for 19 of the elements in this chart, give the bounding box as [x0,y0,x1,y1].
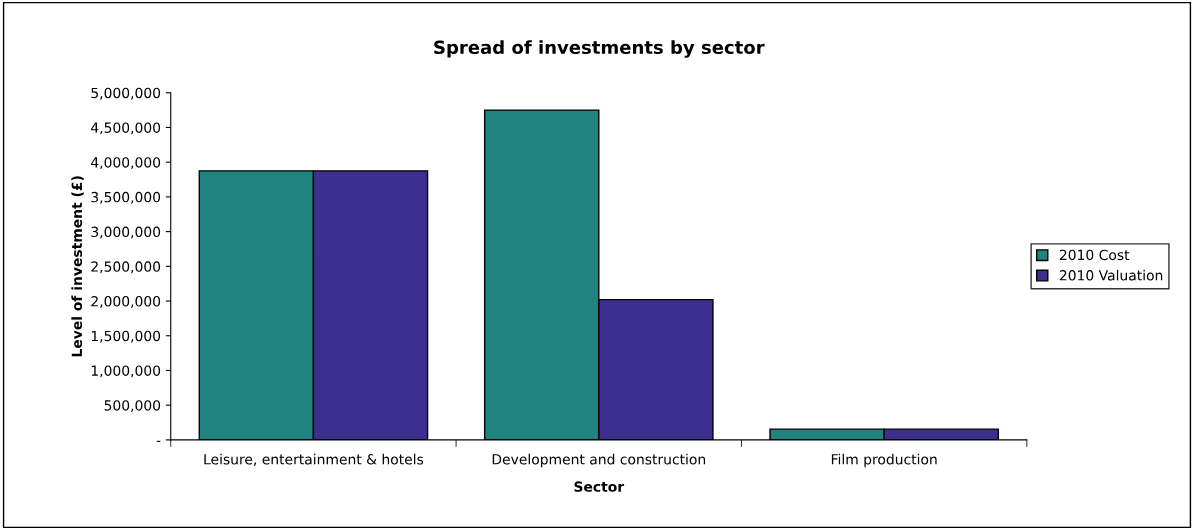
x-tick-label: Film production [831,453,937,468]
chart-title: Spread of investments by sector [434,40,765,58]
y-tick-label: 1,000,000 [91,365,161,378]
y-tick-label: 4,000,000 [91,157,161,170]
y-tick-label: 1,500,000 [91,330,161,343]
y-tick-label: 3,000,000 [91,226,161,239]
y-tick-label: 500,000 [104,400,161,413]
x-tick-label: Development and construction [492,453,706,468]
y-tick-label: 2,000,000 [91,296,161,308]
legend-label: 2010 Valuation [1059,269,1163,281]
legend-label: 2010 Cost [1059,249,1130,261]
x-tick-label: Leisure, entertainment & hotels [204,453,424,466]
y-tick-label: - [156,440,161,442]
y-tick-label: 2,500,000 [91,261,161,274]
y-tick-label: 5,000,000 [91,87,161,100]
y-axis-title: Level of investment (£) [71,176,84,357]
x-axis-title: Sector [574,481,625,492]
y-tick-label: 4,500,000 [91,122,161,135]
y-tick-label: 3,500,000 [91,191,161,204]
